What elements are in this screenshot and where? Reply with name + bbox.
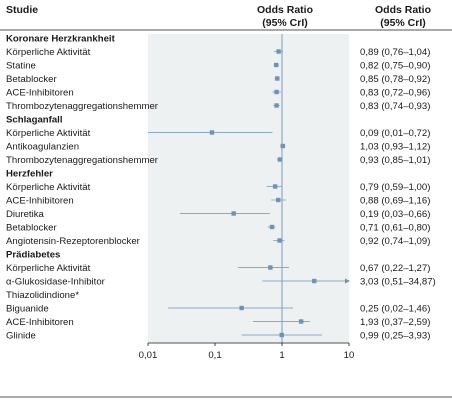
row-value: 3,03 (0,51–34,87): [360, 277, 436, 288]
row-label: Thiazolidindione*: [6, 290, 79, 301]
row-label: Körperliche Aktivität: [6, 128, 91, 139]
study-column-header: Studie: [6, 4, 39, 16]
row-label: Körperliche Aktivität: [6, 47, 91, 58]
point-estimate: [280, 143, 286, 149]
row-label: ACE-Inhibitoren: [6, 317, 74, 328]
row-label: α-Glukosidase-Inhibitor: [6, 277, 106, 288]
point-estimate: [275, 76, 280, 81]
row-label: Glinide: [6, 331, 36, 342]
point-estimate: [298, 319, 304, 324]
row-label: Thrombozytenaggregationshemmer: [6, 101, 159, 112]
point-estimate: [276, 197, 281, 203]
x-tick-label: 0,1: [208, 350, 221, 361]
x-tick-label: 1: [279, 350, 284, 361]
group-heading: Prädiabetes: [6, 250, 60, 261]
row-label: Thrombozytenaggregationshemmer: [6, 155, 159, 166]
point-estimate: [272, 184, 278, 189]
x-axis: 0,01 0,1 1 10: [0, 342, 452, 398]
point-estimate: [312, 278, 317, 284]
row-value: 1,93 (0,37–2,59): [360, 317, 430, 328]
row-value: 0,93 (0,85–1,01): [360, 155, 430, 166]
ci-arrow: [345, 278, 350, 284]
point-estimate: [274, 103, 279, 108]
row-value: 1,03 (0,93–1,12): [360, 142, 430, 153]
row-label: Betablocker: [6, 74, 57, 85]
plot-column-subtitle: (95% CrI): [262, 17, 308, 29]
group-heading: Koronare Herzkrankheit: [6, 34, 116, 45]
point-estimate: [269, 224, 275, 230]
row-label: Antikoagulanzien: [6, 142, 79, 153]
point-estimate: [274, 89, 279, 95]
row-value: 0,83 (0,74–0,93): [360, 101, 430, 112]
plot-panel: [148, 34, 349, 343]
x-tick-label: 0,01: [139, 350, 158, 361]
row-value: 0,82 (0,75–0,90): [360, 61, 430, 72]
point-estimate: [239, 305, 244, 311]
point-estimate: [276, 49, 281, 54]
row-value: 0,25 (0,02–1,46): [360, 304, 430, 315]
x-tick-label: 10: [344, 350, 355, 361]
row-value: 0,67 (0,22–1,27): [360, 263, 430, 274]
point-estimate: [274, 62, 279, 68]
row-label: Angiotensin-Rezeptorenblocker: [6, 236, 141, 247]
point-estimate: [277, 238, 282, 243]
row-value: 0,83 (0,72–0,96): [360, 88, 430, 99]
rows-layer: Koronare Herzkrankheit Körperliche Aktivi…: [6, 34, 436, 342]
plot-column-header: Odds Ratio (95% CrI): [215, 4, 355, 30]
row-label: Betablocker: [6, 223, 57, 234]
row-value: 0,89 (0,76–1,04): [360, 47, 430, 58]
row-value: 0,71 (0,61–0,80): [360, 223, 430, 234]
value-column-title: Odds Ratio: [374, 4, 431, 16]
row-label: Statine: [6, 61, 36, 72]
row-label: Biguanide: [6, 304, 49, 315]
row-value: 0,85 (0,78–0,92): [360, 74, 430, 85]
row-value: 0,88 (0,69–1,16): [360, 196, 430, 207]
row-value: 0,09 (0,01–0,72): [360, 128, 430, 139]
point-estimate: [231, 211, 236, 216]
row-value: 0,79 (0,59–1,00): [360, 182, 430, 193]
group-heading: Schlaganfall: [6, 115, 63, 126]
point-estimate: [279, 332, 284, 338]
row-label: ACE-Inhibitoren: [6, 196, 74, 207]
group-heading: Herzfehler: [6, 169, 53, 180]
row-value: 0,19 (0,03–0,66): [360, 209, 430, 220]
plot-column-title: Odds Ratio: [256, 4, 313, 16]
row-value: 0,92 (0,74–1,09): [360, 236, 430, 247]
row-label: Körperliche Aktivität: [6, 263, 91, 274]
point-estimate: [277, 157, 283, 162]
value-column-subtitle: (95% CrI): [380, 17, 426, 29]
row-label: Diuretika: [6, 209, 45, 220]
row-label: ACE-Inhibitoren: [6, 88, 74, 99]
point-estimate: [268, 265, 273, 270]
row-label: Körperliche Aktivität: [6, 182, 91, 193]
value-column-header: Odds Ratio (95% CrI): [358, 4, 448, 30]
point-estimate: [209, 130, 215, 135]
row-value: 0,99 (0,25–3,93): [360, 331, 430, 342]
